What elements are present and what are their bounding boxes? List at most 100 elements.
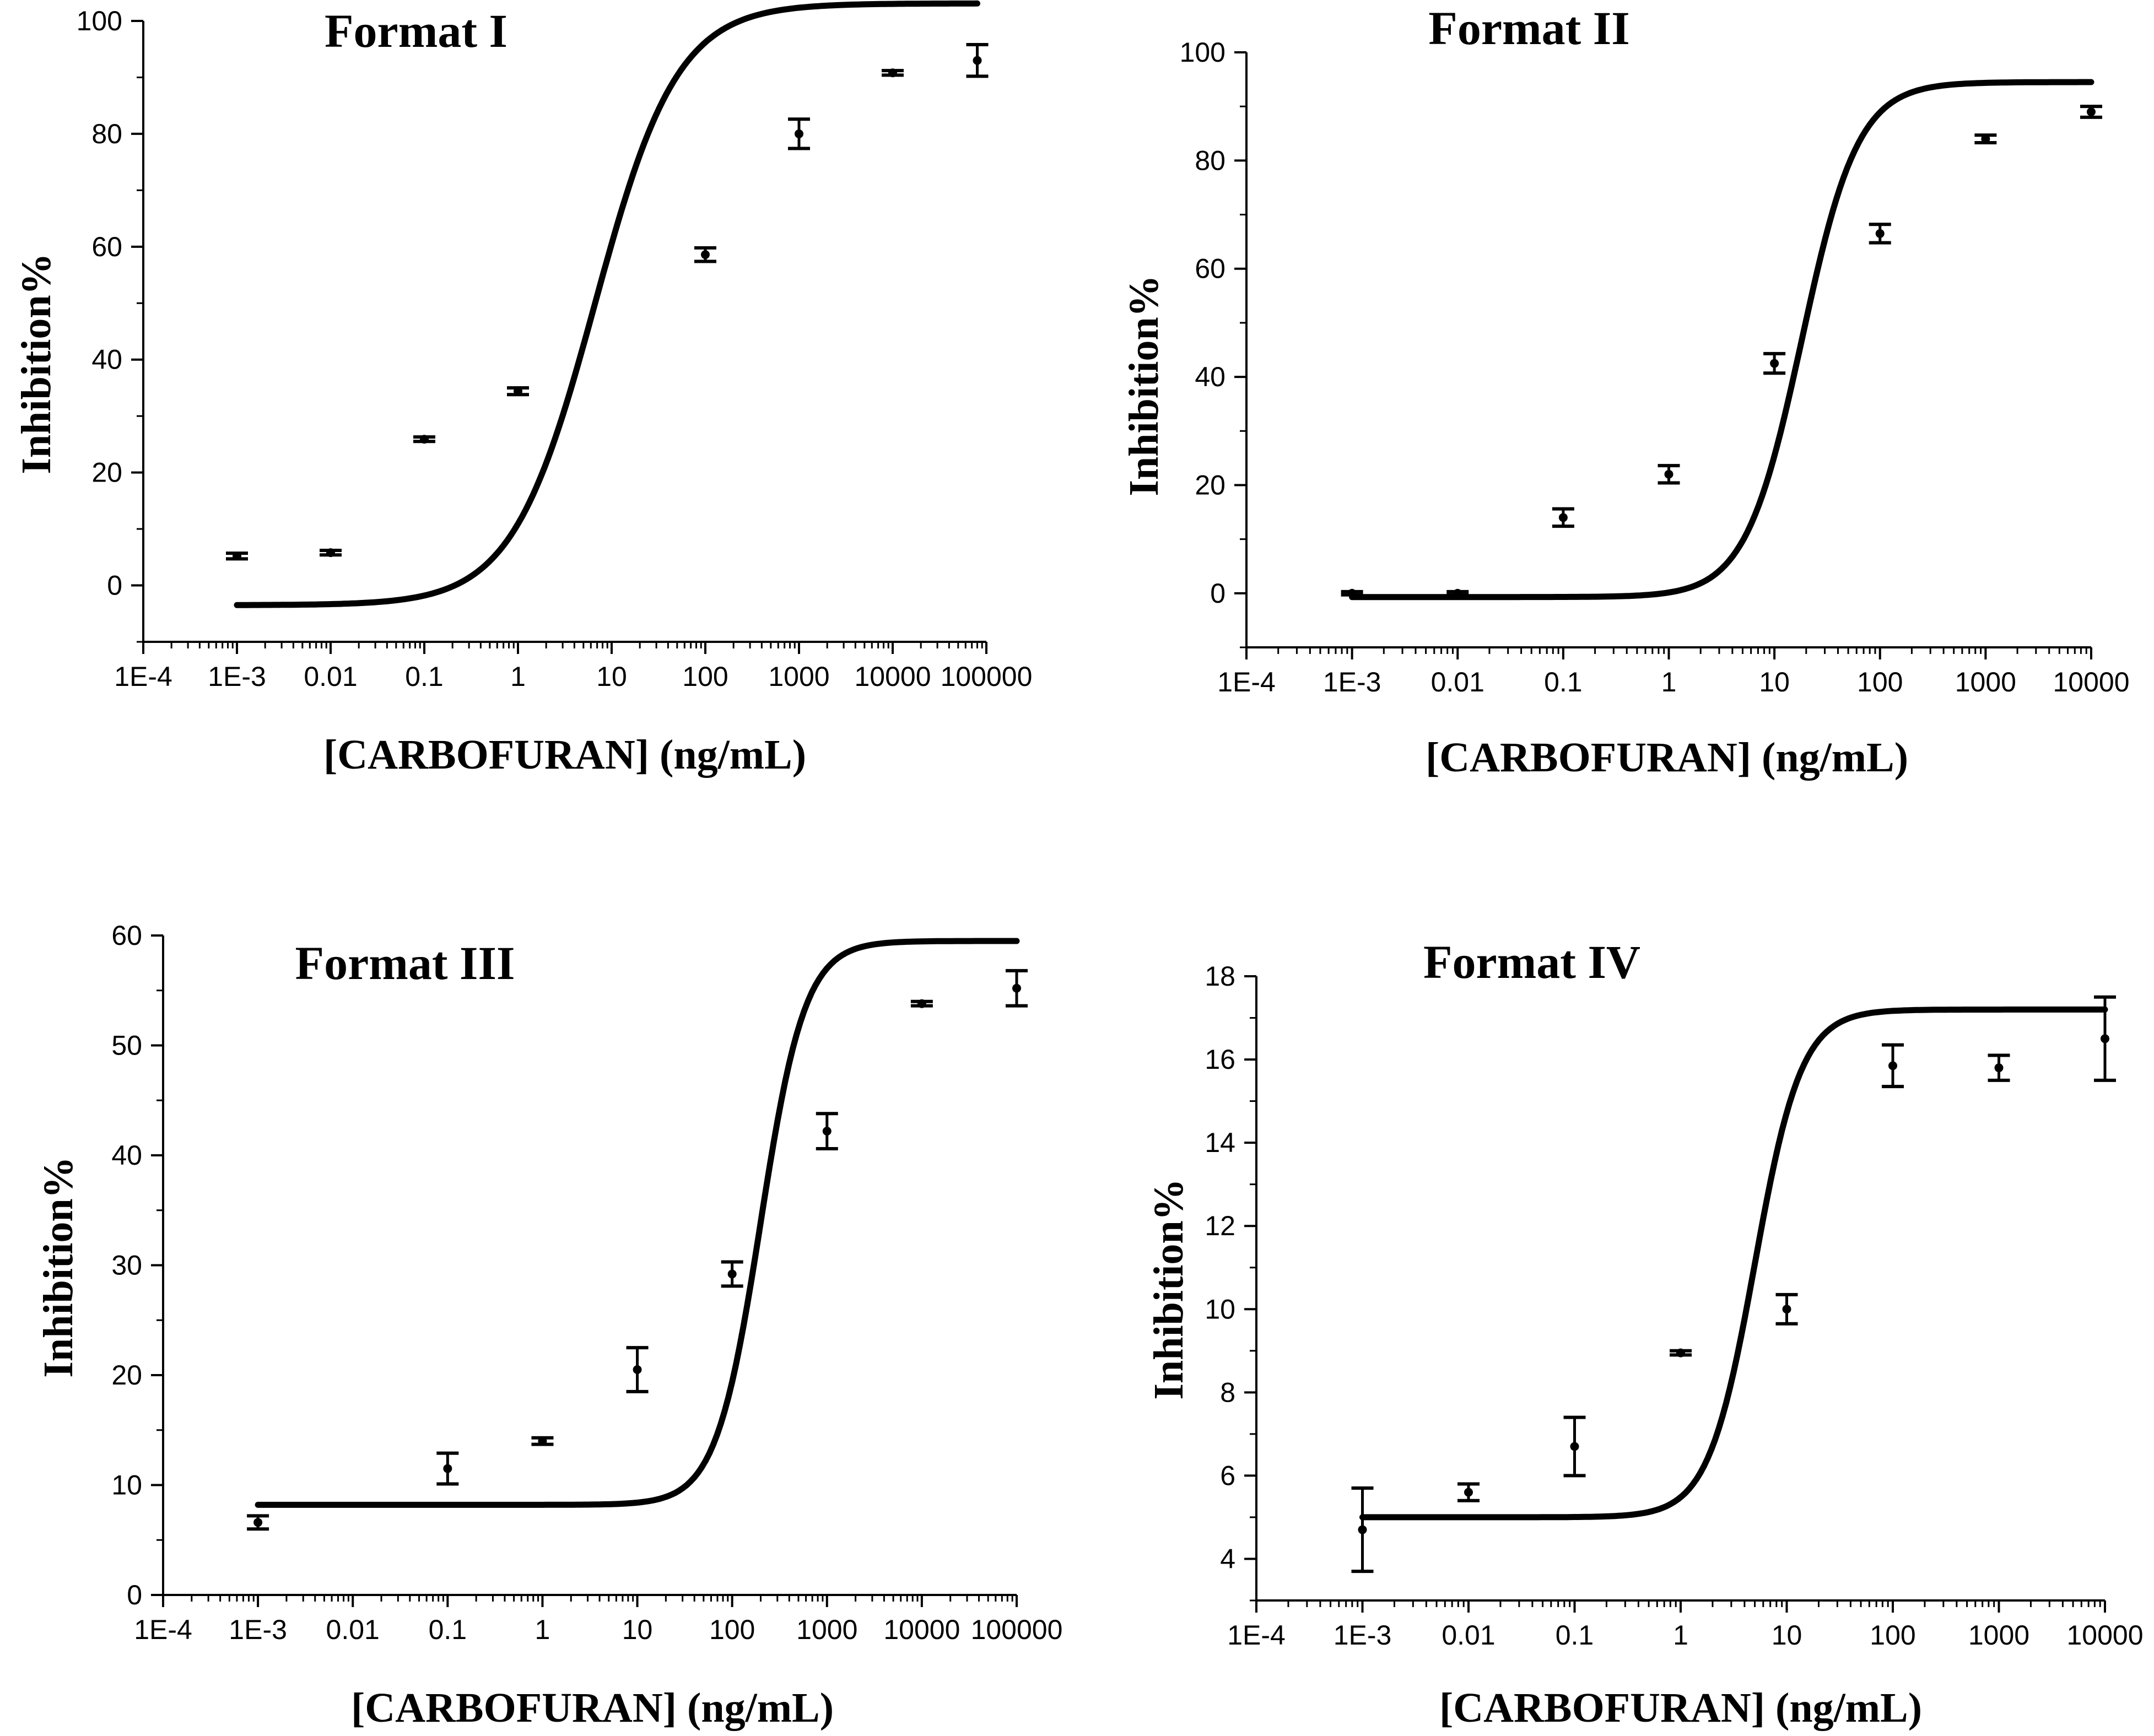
data-point bbox=[966, 43, 989, 78]
marker bbox=[1782, 1305, 1791, 1314]
data-point bbox=[436, 1451, 459, 1486]
x-tick-label: 0.1 bbox=[1544, 667, 1583, 697]
x-tick-label: 1E-3 bbox=[1334, 1620, 1392, 1651]
marker bbox=[253, 1518, 263, 1527]
marker bbox=[1981, 134, 1990, 144]
x-tick-label: 1000 bbox=[768, 661, 829, 692]
x-tick-label: 100000 bbox=[941, 661, 1033, 692]
marker bbox=[701, 250, 710, 259]
marker bbox=[1994, 1063, 2004, 1073]
x-tick-label: 1000 bbox=[796, 1614, 857, 1645]
data-point bbox=[1988, 1053, 2010, 1082]
data-point bbox=[788, 117, 810, 150]
marker bbox=[1558, 513, 1568, 522]
y-tick-label: 100 bbox=[77, 6, 122, 36]
marker bbox=[514, 387, 522, 396]
data-point bbox=[1882, 1043, 1904, 1089]
marker bbox=[917, 999, 926, 1008]
y-axis-title: Inhibition% bbox=[1146, 1178, 1192, 1399]
x-tick-label: 0.01 bbox=[304, 661, 357, 692]
marker bbox=[1676, 1348, 1685, 1358]
x-axis-title: [CARBOFURAN] (ng/mL) bbox=[1426, 734, 1908, 781]
marker bbox=[1770, 359, 1779, 368]
y-tick-label: 0 bbox=[127, 1580, 142, 1610]
x-tick-label: 0.01 bbox=[1431, 667, 1484, 697]
x-tick-label: 1 bbox=[1661, 667, 1677, 697]
y-tick-label: 30 bbox=[111, 1250, 142, 1281]
y-tick-label: 80 bbox=[91, 118, 122, 149]
y-tick-label: 12 bbox=[1205, 1210, 1235, 1241]
chart-panel-3: 1E-4 1E-3 0.01 0.1 1 10 100 1000 10000 100000 0 10 2… bbox=[35, 920, 1062, 1731]
data-point bbox=[1006, 969, 1028, 1008]
data-point bbox=[694, 246, 716, 263]
data-point bbox=[626, 1346, 649, 1393]
marker bbox=[1875, 229, 1885, 238]
marker bbox=[1012, 983, 1021, 993]
x-tick-label: 1E-4 bbox=[134, 1614, 192, 1645]
data-point bbox=[1446, 588, 1469, 598]
data-point bbox=[247, 1514, 269, 1531]
x-tick-label: 0.01 bbox=[1442, 1620, 1495, 1651]
marker bbox=[2087, 107, 2096, 116]
y-tick-label: 10 bbox=[111, 1470, 142, 1501]
y-axis-title: Inhibition% bbox=[1121, 275, 1167, 496]
data-point bbox=[1341, 588, 1363, 598]
marker bbox=[1888, 1061, 1897, 1070]
marker bbox=[1453, 588, 1462, 598]
panel-title: Format III bbox=[295, 937, 515, 989]
panel-title: Format I bbox=[325, 4, 508, 57]
marker bbox=[538, 1436, 547, 1446]
marker bbox=[326, 548, 335, 558]
x-tick-label: 10000 bbox=[2066, 1620, 2143, 1651]
y-tick-label: 6 bbox=[1220, 1460, 1235, 1491]
marker bbox=[1358, 1525, 1367, 1534]
data-point bbox=[320, 548, 342, 558]
marker bbox=[633, 1365, 642, 1375]
x-tick-label: 100 bbox=[1857, 667, 1903, 697]
marker bbox=[2101, 1034, 2109, 1043]
chart-panel-2: 1E-4 1E-3 0.01 0.1 1 10 100 1000 10000 0 20 40 60 80 1… bbox=[1121, 2, 2130, 781]
y-tick-label: 60 bbox=[91, 231, 122, 262]
data-point bbox=[910, 999, 933, 1008]
data-point bbox=[1457, 1482, 1480, 1502]
y-tick-label: 100 bbox=[1180, 37, 1226, 68]
y-tick-label: 0 bbox=[107, 570, 122, 601]
x-tick-label: 1000 bbox=[1955, 667, 2016, 697]
y-tick-label: 50 bbox=[111, 1030, 142, 1061]
data-point bbox=[1869, 223, 1891, 245]
y-tick-label: 40 bbox=[1195, 361, 1226, 392]
panel-title: Format IV bbox=[1423, 935, 1640, 988]
x-tick-label: 0.1 bbox=[429, 1614, 467, 1645]
data-point bbox=[1563, 1415, 1586, 1478]
data-point bbox=[882, 68, 904, 78]
y-tick-label: 14 bbox=[1205, 1127, 1235, 1158]
x-tick-label: 10000 bbox=[2053, 667, 2129, 697]
x-tick-label: 1E-4 bbox=[114, 661, 172, 692]
y-tick-label: 40 bbox=[91, 344, 122, 375]
marker bbox=[1570, 1442, 1579, 1451]
x-tick-label: 10 bbox=[622, 1614, 653, 1645]
y-tick-label: 18 bbox=[1205, 961, 1235, 992]
data-point bbox=[1658, 464, 1680, 485]
fit-curve bbox=[1349, 79, 2094, 601]
y-tick-label: 80 bbox=[1195, 145, 1226, 176]
y-tick-label: 16 bbox=[1205, 1044, 1235, 1075]
data-point bbox=[1763, 351, 1786, 375]
chart-panel-1: 1E-4 1E-3 0.01 0.1 1 10 100 1000 10000 100000 0 20 4… bbox=[13, 0, 1033, 778]
data-point bbox=[1775, 1292, 1798, 1326]
x-tick-label: 100000 bbox=[971, 1614, 1063, 1645]
y-tick-label: 20 bbox=[111, 1360, 142, 1391]
data-point bbox=[1974, 133, 1997, 144]
marker bbox=[1464, 1488, 1473, 1497]
x-tick-label: 1000 bbox=[1968, 1620, 2029, 1651]
x-tick-label: 10 bbox=[1759, 667, 1790, 697]
y-tick-label: 8 bbox=[1220, 1377, 1235, 1408]
y-tick-label: 20 bbox=[91, 457, 122, 488]
marker bbox=[420, 435, 429, 444]
x-axis-title: [CARBOFURAN] (ng/mL) bbox=[323, 732, 806, 778]
data-point bbox=[226, 551, 248, 561]
marker bbox=[233, 551, 241, 561]
marker bbox=[973, 56, 982, 65]
data-point bbox=[816, 1112, 838, 1151]
data-point bbox=[413, 435, 435, 444]
